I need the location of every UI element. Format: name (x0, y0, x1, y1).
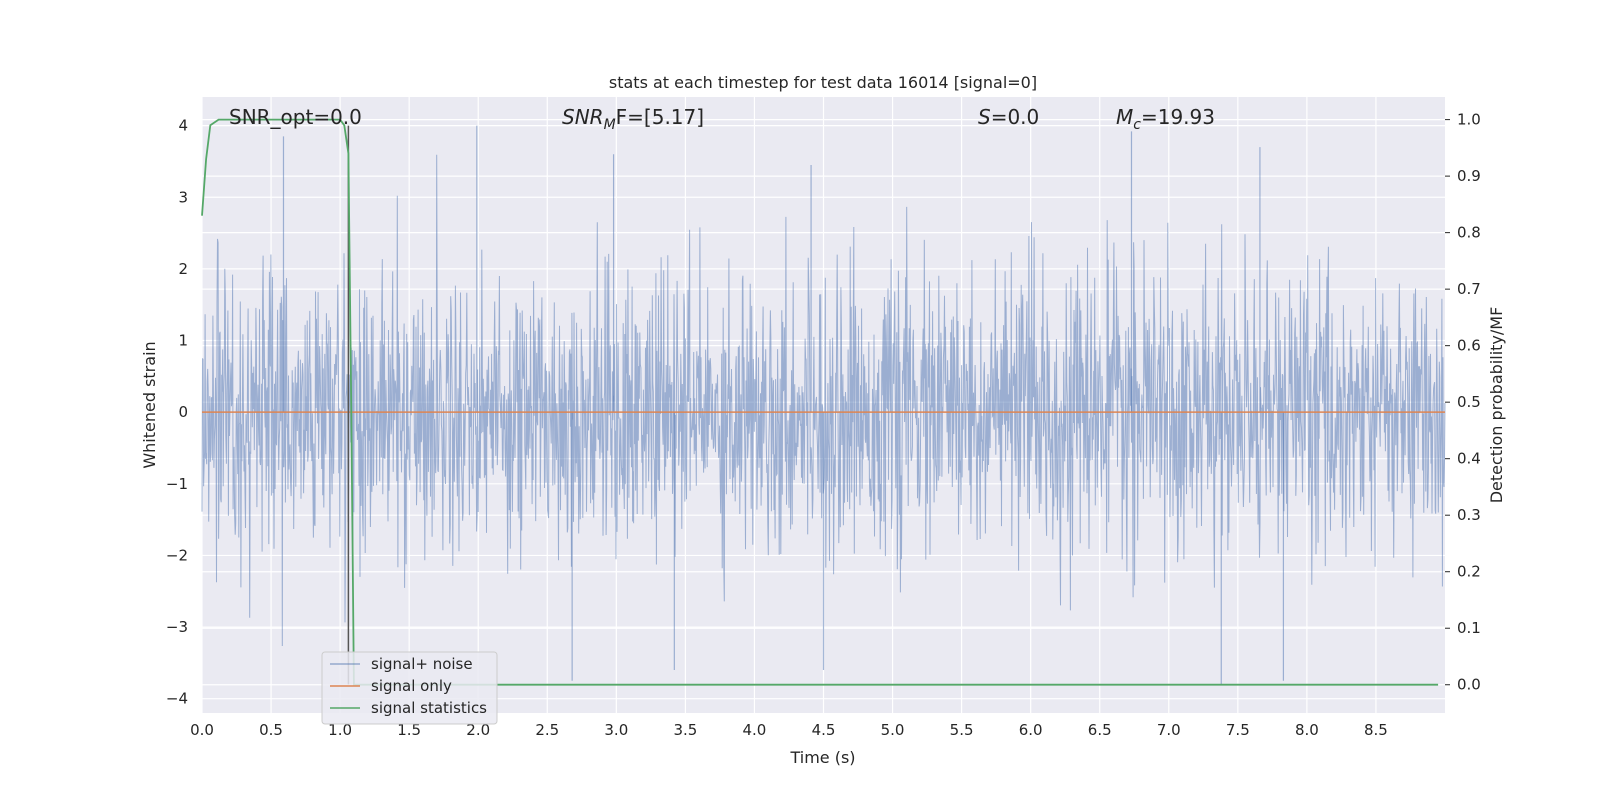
x-tick-label: 4.5 (812, 721, 836, 739)
y-tick-label: −4 (166, 690, 188, 708)
y2-tick-label: 0.4 (1457, 450, 1481, 468)
legend-label-noise: signal+ noise (371, 655, 473, 673)
snr-mf-annotation: SNRMF=[5.17] (562, 105, 704, 133)
y-tick-label: −1 (166, 475, 188, 493)
x-tick-label: 5.0 (881, 721, 905, 739)
y2-axis-label: Detection probability/MF (1487, 307, 1506, 504)
legend-label-statistics: signal statistics (371, 699, 487, 717)
x-tick-label: 6.5 (1088, 721, 1112, 739)
x-tick-label: 1.5 (397, 721, 421, 739)
x-tick-label: 7.0 (1157, 721, 1181, 739)
x-tick-label: 0.0 (190, 721, 214, 739)
x-tick-label: 5.5 (950, 721, 974, 739)
y2-tick-label: 0.7 (1457, 280, 1481, 298)
mc-base: M (1116, 105, 1133, 129)
y2-tick-label: 0.3 (1457, 506, 1481, 524)
x-tick-label: 8.0 (1295, 721, 1319, 739)
signal-noise-series (201, 125, 1446, 685)
x-tick-label: 0.5 (259, 721, 283, 739)
y2-tick-label: 0.5 (1457, 393, 1481, 411)
x-tick-labels: 0.0 0.5 1.0 1.5 2.0 2.5 3.0 3.5 4.0 4.5 5.0 5.5 6.0 6… (190, 721, 1388, 739)
y-tick-label: 4 (178, 117, 188, 135)
s-label: S (978, 105, 991, 129)
y-tick-labels: −4 −3 −2 −1 0 1 2 3 4 (166, 117, 188, 708)
s-value: =0.0 (991, 105, 1040, 129)
x-axis-label: Time (s) (789, 748, 855, 767)
x-tick-label: 4.0 (743, 721, 767, 739)
y-tick-label: 1 (178, 332, 188, 350)
y-tick-label: 0 (178, 403, 188, 421)
y2-tick-label: 0.1 (1457, 619, 1481, 637)
y2-tick-label: 0.8 (1457, 224, 1481, 242)
y-tick-label: 2 (178, 260, 188, 278)
y-tick-label: −3 (166, 618, 188, 636)
legend-label-signal: signal only (371, 677, 452, 695)
legend: signal+ noise signal only signal statist… (321, 651, 498, 725)
mc-sub: c (1133, 117, 1141, 133)
snr-mf-sub: M (604, 117, 616, 133)
x-tick-label: 3.5 (673, 721, 697, 739)
y2-tick-label: 0.6 (1457, 337, 1481, 355)
y-tick-label: −2 (166, 546, 188, 564)
y-tick-label: 3 (178, 188, 188, 206)
snr-mf-rest: F=[5.17] (616, 105, 704, 129)
signal-statistics-line (201, 118, 1439, 686)
y2-tick-label: 0.0 (1457, 676, 1481, 694)
x-tick-label: 2.0 (466, 721, 490, 739)
y2-tick-labels: 0.0 0.1 0.2 0.3 0.4 0.5 0.6 0.7 0.8 0.9 1.0 (1445, 111, 1481, 694)
snr-mf-f: F=[5.17] (616, 105, 704, 129)
y-axis-label: Whitened strain (140, 341, 159, 468)
mc-annotation: Mc=19.93 (1116, 105, 1215, 133)
x-tick-label: 7.5 (1226, 721, 1250, 739)
s-annotation: S=0.0 (978, 105, 1039, 129)
x-tick-label: 8.5 (1364, 721, 1388, 739)
x-tick-label: 6.0 (1019, 721, 1043, 739)
x-tick-label: 3.0 (604, 721, 628, 739)
y2-tick-label: 0.9 (1457, 167, 1481, 185)
mc-value: =19.93 (1141, 105, 1215, 129)
legend-box (321, 651, 498, 725)
chart-title: stats at each timestep for test data 160… (609, 73, 1037, 92)
x-tick-label: 1.0 (328, 721, 352, 739)
y2-tick-label: 0.2 (1457, 563, 1481, 581)
x-tick-label: 2.5 (535, 721, 559, 739)
snr-opt-annotation: SNR_opt=0.0 (229, 105, 362, 129)
y2-tick-label: 1.0 (1457, 111, 1481, 129)
snr-mf-base: SNR (562, 105, 604, 129)
